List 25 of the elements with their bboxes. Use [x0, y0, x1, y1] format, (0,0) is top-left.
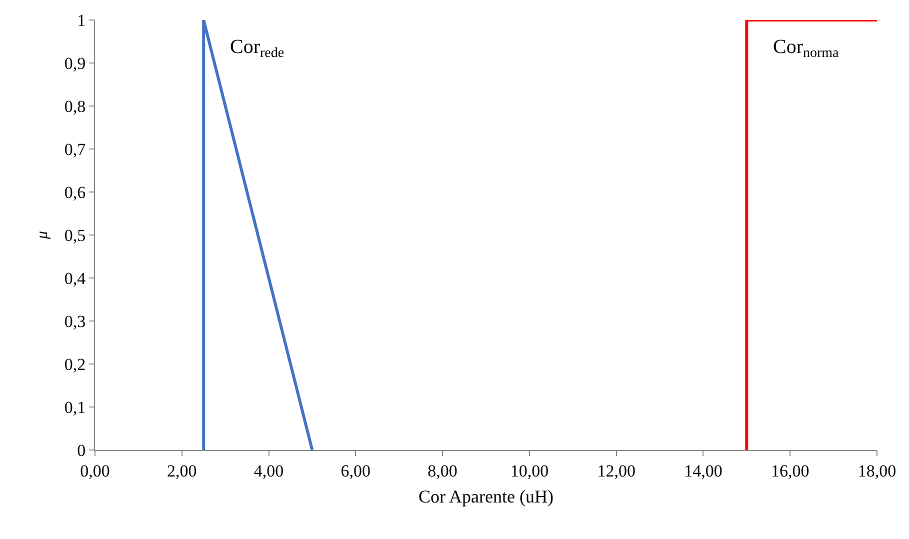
- x-axis-title: Cor Aparente (uH): [418, 486, 554, 506]
- x-tick-label: 8,00: [428, 461, 458, 480]
- y-tick-label: 0,1: [64, 398, 86, 417]
- x-tick-label: 18,00: [858, 461, 896, 480]
- y-tick-label: 0,3: [64, 312, 86, 331]
- x-tick-label: 6,00: [340, 461, 371, 480]
- x-tick-label: 4,00: [254, 461, 284, 480]
- series-label: Cor$_{rede}$: [230, 36, 284, 62]
- x-tick-label: 0,00: [80, 461, 110, 480]
- y-tick-label: 0,7: [64, 140, 86, 159]
- y-tick-label: 0,6: [64, 182, 86, 202]
- y-tick-label: 0,2: [64, 354, 86, 374]
- x-tick-label: 14,00: [684, 461, 722, 480]
- y-tick-label: 0,4: [64, 268, 86, 288]
- series-label: Cor$_{norma}$: [773, 36, 840, 62]
- y-axis-title: μ: [34, 230, 52, 240]
- x-tick-label: 2,00: [167, 461, 197, 480]
- y-tick-label: 0: [77, 440, 86, 460]
- y-tick-label: 0,5: [64, 226, 86, 245]
- x-tick-label: 16,00: [770, 461, 810, 480]
- x-tick-label: 12,00: [597, 461, 636, 480]
- y-tick-label: 0,8: [64, 96, 86, 116]
- y-tick-label: 1: [77, 10, 86, 30]
- y-tick-label: 0,9: [64, 54, 86, 73]
- x-tick-label: 10,00: [510, 461, 549, 480]
